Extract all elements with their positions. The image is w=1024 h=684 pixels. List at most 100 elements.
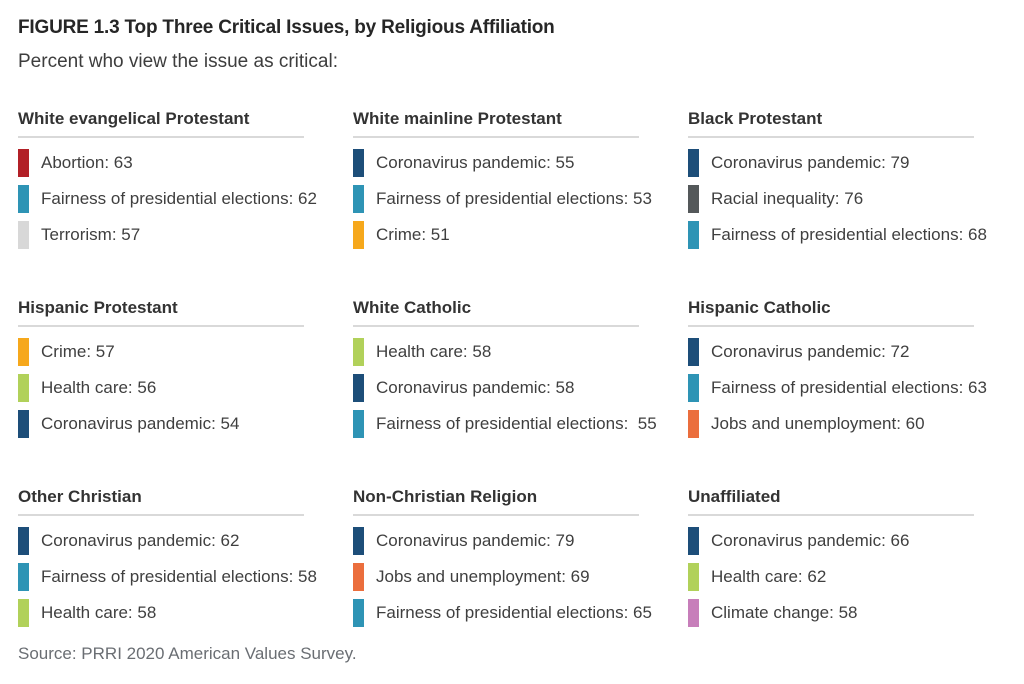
issue-color-swatch <box>688 338 699 366</box>
affiliation-group-title: White Catholic <box>353 297 639 327</box>
issue-color-swatch <box>353 563 364 591</box>
issue-row: Crime: 51 <box>353 217 639 253</box>
issue-color-swatch <box>18 185 29 213</box>
issue-label: Crime: 57 <box>41 342 115 361</box>
issue-color-swatch <box>18 149 29 177</box>
issue-row: Abortion: 63 <box>18 145 304 181</box>
issue-row: Health care: 58 <box>18 595 304 631</box>
affiliation-group: Black Protestant Coronavirus pandemic: 79… <box>688 108 987 253</box>
affiliation-group-title: White evangelical Protestant <box>18 108 304 138</box>
issue-color-swatch <box>688 410 699 438</box>
issue-label: Jobs and unemployment: 69 <box>376 567 590 586</box>
issue-color-swatch <box>353 410 364 438</box>
issue-label: Health care: 62 <box>711 567 827 586</box>
issue-label: Fairness of presidential elections: 58 <box>41 567 317 586</box>
issue-row: Coronavirus pandemic: 58 <box>353 370 639 406</box>
issue-color-swatch <box>353 599 364 627</box>
issue-row: Fairness of presidential elections: 62 <box>18 181 317 217</box>
issue-label: Fairness of presidential elections: 55 <box>376 414 657 433</box>
issue-label: Coronavirus pandemic: 79 <box>376 531 575 550</box>
issue-color-swatch <box>353 338 364 366</box>
issue-label: Climate change: 58 <box>711 603 858 622</box>
issue-row: Coronavirus pandemic: 79 <box>688 145 974 181</box>
affiliation-group: White Catholic Health care: 58 Coronavirus… <box>353 297 657 442</box>
source-note: Source: PRRI 2020 American Values Survey… <box>18 644 357 663</box>
affiliation-group: Hispanic Catholic Coronavirus pandemic: 7… <box>688 297 987 442</box>
issue-row: Jobs and unemployment: 60 <box>688 406 974 442</box>
affiliation-group-title: Black Protestant <box>688 108 974 138</box>
affiliation-group: White evangelical Protestant Abortion: 63… <box>18 108 317 253</box>
affiliation-group-title: Non-Christian Religion <box>353 486 639 516</box>
issue-row: Coronavirus pandemic: 72 <box>688 334 974 370</box>
affiliation-group: White mainline Protestant Coronavirus pan… <box>353 108 652 253</box>
issue-color-swatch <box>18 527 29 555</box>
issue-color-swatch <box>353 185 364 213</box>
issue-label: Coronavirus pandemic: 72 <box>711 342 910 361</box>
issue-label: Abortion: 63 <box>41 153 133 172</box>
issue-label: Coronavirus pandemic: 55 <box>376 153 575 172</box>
issue-label: Fairness of presidential elections: 68 <box>711 225 987 244</box>
issue-label: Coronavirus pandemic: 58 <box>376 378 575 397</box>
issue-color-swatch <box>18 563 29 591</box>
issue-label: Fairness of presidential elections: 62 <box>41 189 317 208</box>
issue-color-swatch <box>353 374 364 402</box>
issue-row: Health care: 56 <box>18 370 304 406</box>
issue-label: Health care: 58 <box>376 342 492 361</box>
affiliation-group-title: Unaffiliated <box>688 486 974 516</box>
issue-color-swatch <box>353 221 364 249</box>
affiliation-group-title: Hispanic Protestant <box>18 297 304 327</box>
issue-row: Coronavirus pandemic: 62 <box>18 523 304 559</box>
issue-color-swatch <box>18 338 29 366</box>
issue-color-swatch <box>688 185 699 213</box>
issue-color-swatch <box>688 527 699 555</box>
issue-row: Climate change: 58 <box>688 595 974 631</box>
issue-color-swatch <box>688 374 699 402</box>
issue-label: Coronavirus pandemic: 62 <box>41 531 240 550</box>
issue-row: Fairness of presidential elections: 53 <box>353 181 652 217</box>
issue-label: Fairness of presidential elections: 63 <box>711 378 987 397</box>
groups-grid: White evangelical Protestant Abortion: 63… <box>18 108 1024 631</box>
issue-row: Health care: 62 <box>688 559 974 595</box>
affiliation-group-title: Other Christian <box>18 486 304 516</box>
affiliation-group-title: White mainline Protestant <box>353 108 639 138</box>
affiliation-group: Other Christian Coronavirus pandemic: 62 F… <box>18 486 317 631</box>
issue-label: Health care: 56 <box>41 378 157 397</box>
affiliation-group: Unaffiliated Coronavirus pandemic: 66 Heal… <box>688 486 974 631</box>
figure-title: FIGURE 1.3 Top Three Critical Issues, by… <box>18 17 555 38</box>
issue-row: Jobs and unemployment: 69 <box>353 559 639 595</box>
issue-label: Racial inequality: 76 <box>711 189 864 208</box>
issue-label: Terrorism: 57 <box>41 225 141 244</box>
issue-row: Coronavirus pandemic: 55 <box>353 145 639 181</box>
affiliation-group-title: Hispanic Catholic <box>688 297 974 327</box>
issue-color-swatch <box>18 599 29 627</box>
issue-color-swatch <box>353 527 364 555</box>
issue-row: Fairness of presidential elections: 55 <box>353 406 657 442</box>
affiliation-group: Non-Christian Religion Coronavirus pandem… <box>353 486 652 631</box>
issue-label: Fairness of presidential elections: 65 <box>376 603 652 622</box>
issue-color-swatch <box>353 149 364 177</box>
issue-label: Fairness of presidential elections: 53 <box>376 189 652 208</box>
issue-color-swatch <box>688 221 699 249</box>
issue-label: Coronavirus pandemic: 66 <box>711 531 910 550</box>
issue-color-swatch <box>18 410 29 438</box>
figure-subtitle: Percent who view the issue as critical: <box>18 51 338 72</box>
issue-row: Crime: 57 <box>18 334 304 370</box>
issue-row: Fairness of presidential elections: 68 <box>688 217 987 253</box>
issue-row: Terrorism: 57 <box>18 217 304 253</box>
affiliation-group: Hispanic Protestant Crime: 57 Health care:… <box>18 297 304 442</box>
issue-label: Jobs and unemployment: 60 <box>711 414 925 433</box>
issue-label: Crime: 51 <box>376 225 450 244</box>
issue-row: Coronavirus pandemic: 66 <box>688 523 974 559</box>
issue-row: Coronavirus pandemic: 79 <box>353 523 639 559</box>
issue-row: Coronavirus pandemic: 54 <box>18 406 304 442</box>
issue-row: Fairness of presidential elections: 63 <box>688 370 987 406</box>
issue-row: Health care: 58 <box>353 334 639 370</box>
issue-color-swatch <box>688 563 699 591</box>
issue-label: Coronavirus pandemic: 79 <box>711 153 910 172</box>
issue-color-swatch <box>688 149 699 177</box>
issue-label: Health care: 58 <box>41 603 157 622</box>
issue-color-swatch <box>18 221 29 249</box>
issue-row: Fairness of presidential elections: 65 <box>353 595 652 631</box>
issue-row: Fairness of presidential elections: 58 <box>18 559 317 595</box>
